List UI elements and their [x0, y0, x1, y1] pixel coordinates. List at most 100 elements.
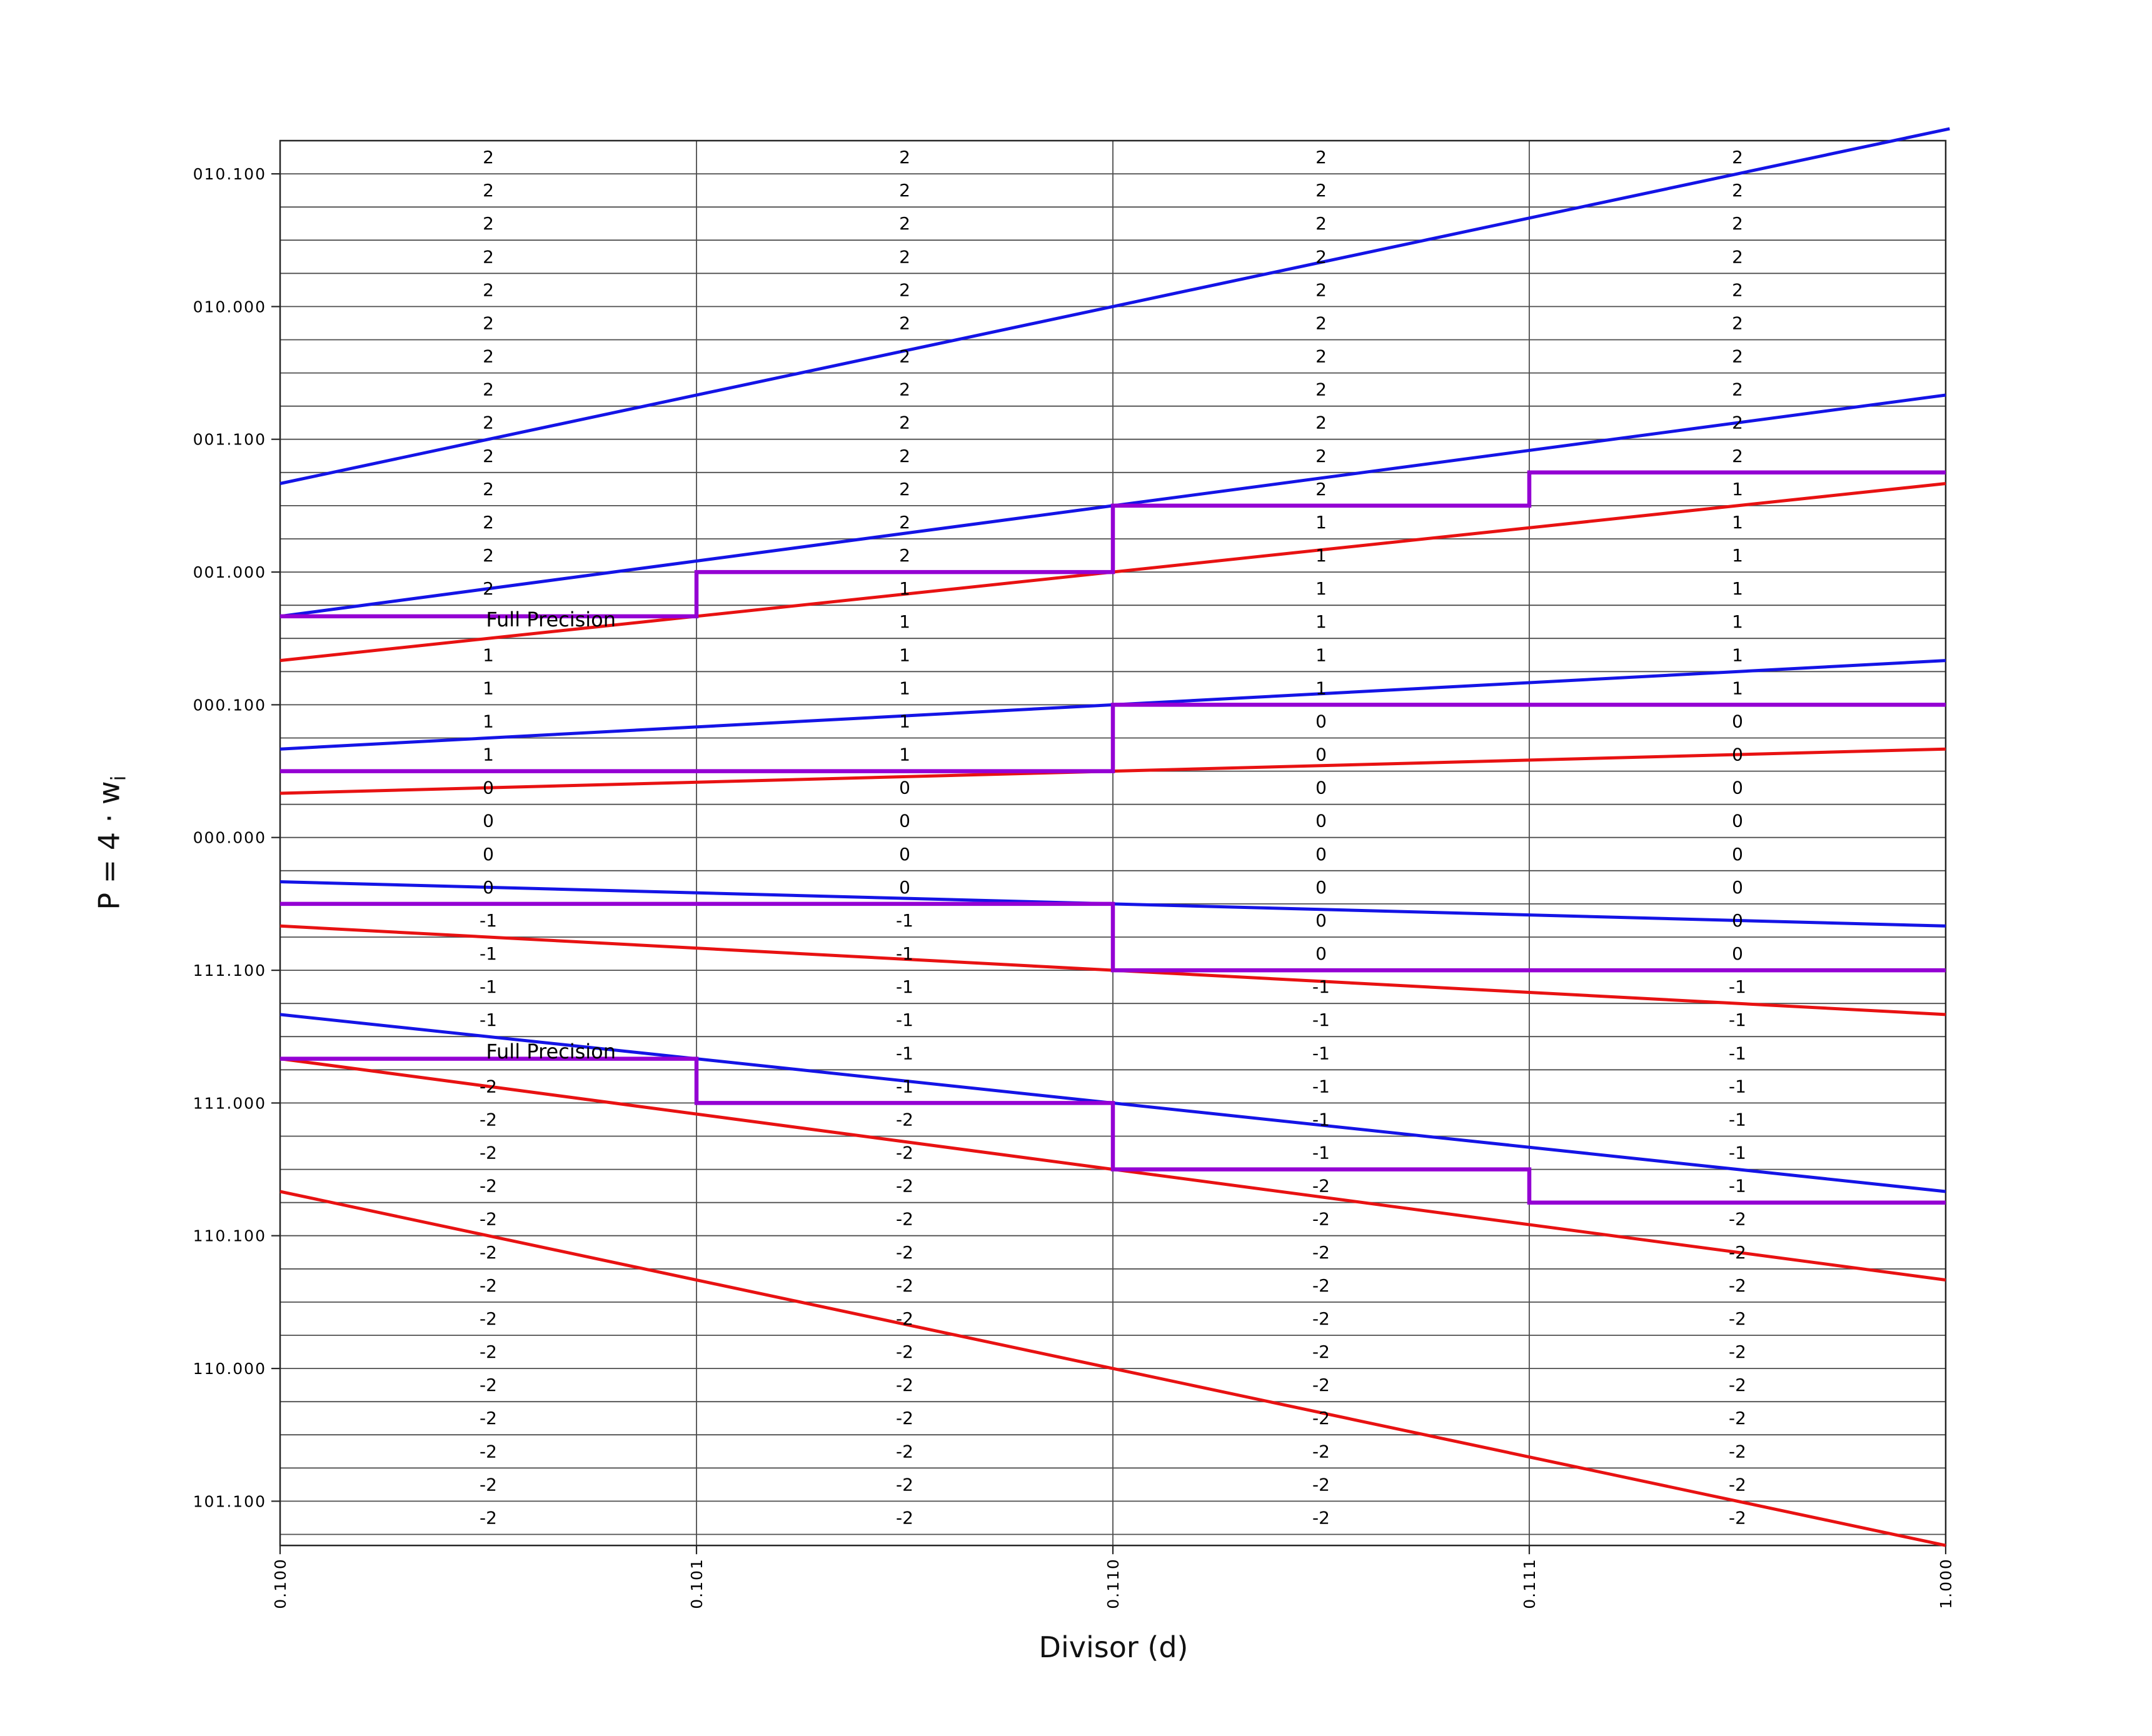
- quotient-digit-cell: 1: [1732, 578, 1743, 599]
- quotient-digit-cell: 0: [1315, 910, 1327, 931]
- quotient-digit-cell: -2: [896, 1441, 913, 1462]
- quotient-digit-cell: -2: [1312, 1375, 1330, 1395]
- quotient-digit-cell: 2: [1732, 279, 1743, 300]
- quotient-digit-cell: 2: [483, 545, 494, 566]
- quotient-digit-cell: -2: [896, 1507, 913, 1528]
- quotient-digit-cell: -1: [896, 1010, 913, 1030]
- quotient-digit-cell: 1: [1732, 512, 1743, 533]
- quotient-digit-cell: -1: [480, 976, 497, 997]
- quotient-digit-cell: -2: [1729, 1408, 1746, 1428]
- quotient-digit-cell: 1: [1315, 645, 1327, 665]
- y-tick-label: 000.000: [193, 829, 266, 847]
- quotient-digit-cell: 0: [1315, 877, 1327, 898]
- quotient-digit-cell: -1: [1729, 1176, 1746, 1197]
- quotient-digit-cell: -2: [1312, 1275, 1330, 1296]
- quotient-digit-cell: -1: [480, 910, 497, 931]
- quotient-digit-cell: 2: [1732, 213, 1743, 234]
- quotient-digit-cell: 2: [899, 279, 910, 300]
- quotient-digit-cell: 2: [483, 147, 494, 168]
- quotient-digit-cell: -2: [1729, 1507, 1746, 1528]
- quotient-digit-cell: 2: [899, 512, 910, 533]
- quotient-digit-cell: 1: [899, 745, 910, 765]
- y-tick-label: 110.000: [193, 1360, 266, 1378]
- quotient-digit-cell: 1: [1732, 645, 1743, 665]
- quotient-digit-cell: 1: [1315, 512, 1327, 533]
- quotient-digit-cell: 2: [1732, 246, 1743, 267]
- quotient-digit-cell: -1: [896, 976, 913, 997]
- selection-staircase-threshold-2-vs-1: [280, 470, 1946, 619]
- quotient-digit-cell: 2: [899, 346, 910, 367]
- quotient-digit-cell: -2: [896, 1242, 913, 1263]
- quotient-digit-cell: 2: [1315, 180, 1327, 201]
- y-tick-label: 000.100: [193, 696, 266, 714]
- upper-bound-line-U2: [279, 127, 1950, 485]
- quotient-digit-cell: 2: [1732, 346, 1743, 367]
- quotient-digit-cell: 2: [1315, 413, 1327, 433]
- quotient-digit-cell: -2: [1312, 1441, 1330, 1462]
- quotient-digit-cell: 2: [899, 313, 910, 334]
- quotient-digit-cell: -2: [480, 1209, 497, 1230]
- y-tick-label: 101.100: [193, 1492, 266, 1510]
- quotient-digit-cell: 1: [1732, 545, 1743, 566]
- quotient-digit-cell: 2: [1315, 147, 1327, 168]
- quotient-digit-cell: -2: [1312, 1342, 1330, 1362]
- quotient-digit-cell: 1: [1732, 479, 1743, 499]
- quotient-digit-cell: 0: [1732, 778, 1743, 798]
- quotient-digit-cell: 0: [483, 811, 494, 831]
- quotient-digit-cell: 1: [899, 711, 910, 732]
- quotient-digit-cell: -2: [896, 1143, 913, 1163]
- quotient-digit-cell: 2: [1315, 246, 1327, 267]
- quotient-digit-cell: 0: [1315, 943, 1327, 964]
- quotient-digit-cell: 0: [1732, 844, 1743, 865]
- quotient-digit-cell: 2: [1732, 147, 1743, 168]
- quotient-digit-cell: -2: [896, 1308, 913, 1329]
- y-tick-label: 111.000: [193, 1094, 266, 1112]
- quotient-digit-cell: 2: [899, 213, 910, 234]
- quotient-digit-cell: 1: [483, 745, 494, 765]
- selection-staircase-threshold-m1-vs-m2: [280, 1056, 1946, 1205]
- quotient-digit-cell: -1: [896, 1043, 913, 1063]
- quotient-digit-cell: -2: [480, 1408, 497, 1428]
- quotient-digit-cell: 2: [1315, 346, 1327, 367]
- quotient-digit-cell: 2: [1315, 479, 1327, 499]
- quotient-digit-cell: -2: [1729, 1308, 1746, 1329]
- quotient-digit-cell: 2: [1732, 413, 1743, 433]
- quotient-digit-cell: 0: [483, 877, 494, 898]
- x-tick-label: 0.111: [1521, 1558, 1539, 1609]
- y-tick-label: 010.100: [193, 165, 266, 183]
- quotient-digit-cell: 1: [899, 678, 910, 698]
- y-tick-label: 001.000: [193, 563, 266, 581]
- quotient-digit-cell: 2: [483, 346, 494, 367]
- quotient-digit-cell: -1: [1312, 1076, 1330, 1096]
- quotient-digit-cell: 0: [483, 844, 494, 865]
- quotient-digit-cell: -1: [1312, 1043, 1330, 1063]
- quotient-digit-cell: 0: [1732, 910, 1743, 931]
- quotient-digit-cell: 2: [899, 413, 910, 433]
- quotient-digit-cell: -2: [1312, 1209, 1330, 1230]
- quotient-digit-cell: 2: [483, 479, 494, 499]
- quotient-digit-cell: 0: [899, 811, 910, 831]
- quotient-digit-cell: -1: [1312, 976, 1330, 997]
- quotient-digit-cell: 2: [899, 479, 910, 499]
- quotient-digit-cell: -1: [1312, 1010, 1330, 1030]
- y-axis-title-main: P = 4 ⋅ w: [92, 781, 126, 910]
- y-tick-label: 001.100: [193, 431, 266, 449]
- lower-bound-line-L-2: [279, 1190, 1946, 1547]
- quotient-digit-cell: -2: [1312, 1242, 1330, 1263]
- quotient-digit-cell: 0: [483, 778, 494, 798]
- quotient-digit-cell: 1: [1315, 578, 1327, 599]
- quotient-digit-cell: -2: [896, 1110, 913, 1130]
- quotient-digit-cell: 0: [1315, 745, 1327, 765]
- quotient-digit-cell: 2: [899, 379, 910, 400]
- quotient-digit-cell: 1: [899, 578, 910, 599]
- quotient-digit-cell: 1: [1315, 678, 1327, 698]
- quotient-digit-cell: 0: [1732, 877, 1743, 898]
- quotient-digit-cell: -1: [1729, 1143, 1746, 1163]
- quotient-digit-cell: 2: [899, 545, 910, 566]
- quotient-digit-cell: 2: [483, 413, 494, 433]
- quotient-digit-cell: -1: [1729, 1010, 1746, 1030]
- quotient-digit-cell: -2: [1729, 1342, 1746, 1362]
- quotient-digit-cell: -2: [1729, 1209, 1746, 1230]
